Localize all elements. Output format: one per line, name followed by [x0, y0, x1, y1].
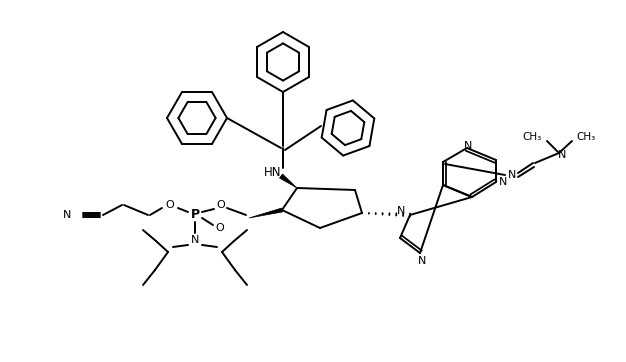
Text: O: O [215, 223, 224, 233]
Text: N: N [418, 256, 426, 266]
Polygon shape [249, 208, 282, 218]
Text: N: N [464, 141, 472, 151]
Text: HN: HN [264, 165, 281, 178]
Text: CH₃: CH₃ [523, 132, 542, 142]
Text: CH₃: CH₃ [576, 132, 595, 142]
Text: N: N [191, 235, 199, 245]
Text: O: O [217, 200, 225, 210]
Text: O: O [166, 200, 175, 210]
Text: P: P [190, 209, 200, 222]
Text: N: N [499, 177, 507, 187]
Text: N: N [63, 210, 71, 220]
Text: N: N [397, 206, 405, 216]
Text: N: N [558, 150, 566, 160]
Text: N: N [508, 170, 516, 180]
Polygon shape [279, 174, 297, 188]
